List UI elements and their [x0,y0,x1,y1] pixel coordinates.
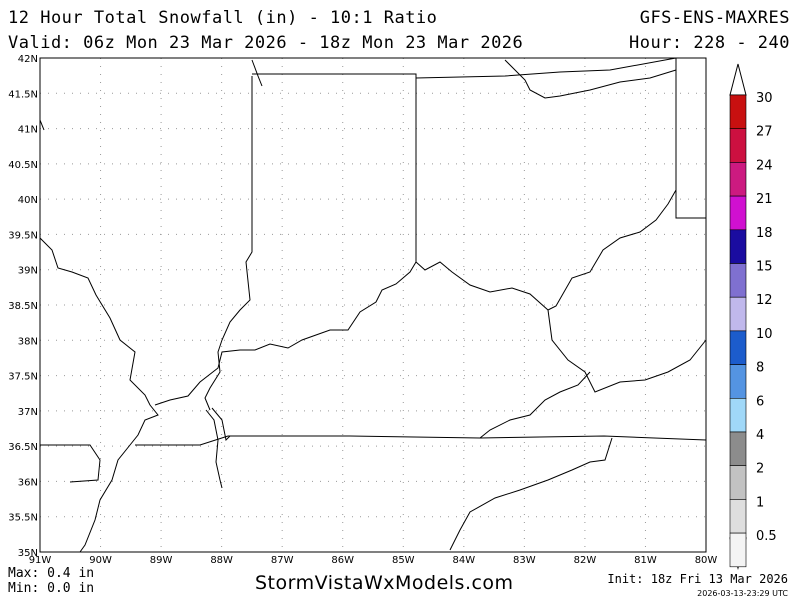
michigan-border [415,57,677,79]
colorbar-label: 0.5 [756,529,777,544]
lat-label: 40.5N [8,160,38,171]
colorbar-label: 18 [756,226,773,241]
colorbar-label: 12 [756,293,773,308]
map-title: 12 Hour Total Snowfall (in) - 10:1 Ratio [8,8,438,28]
lat-label: 41.5N [8,89,38,100]
colorbar-label: 30 [756,91,773,106]
lon-label: 82W [574,555,597,566]
lon-label: 90W [89,555,112,566]
latitude-labels: 42N 41.5N 41N 40.5N 40N 39.5N 39N 38.5N 38N 37.5N… [8,54,38,559]
wisconsin-illinois-border [39,119,45,131]
colorbar-label: 15 [756,260,773,275]
colorbar-swatch [729,162,747,197]
lat-label: 40N [18,195,38,206]
colorbar-label: 10 [756,327,773,342]
max-value: Max: 0.4 in [8,566,95,581]
lon-label: 84W [453,555,476,566]
colorbar-swatch [729,296,747,332]
lon-label: 83W [513,555,536,566]
colorbar-label: 27 [756,125,773,140]
lon-label: 85W [392,555,415,566]
indiana-ohio-border [252,73,417,262]
colorbar-label: 2 [756,462,764,477]
ohio-river-lower [154,261,417,406]
ohio-river [415,189,677,311]
lon-label: 86W [331,555,354,566]
lat-label: 42N [18,54,38,65]
colorbar-swatch [729,431,747,467]
colorbar-label: 4 [756,428,764,443]
colorbar-top-arrow [729,63,747,96]
init-time: Init: 18z Fri 13 Mar 2026 [607,572,788,586]
colorbar-swatch [729,94,747,130]
model-name: GFS-ENS-MAXRES [639,8,790,28]
forecast-hour: Hour: 228 - 240 [628,33,790,53]
colorbar-label: 1 [756,495,764,510]
lat-label: 37.5N [8,372,38,383]
generated-timestamp: 2026-03-13-23:29 UTC [697,589,788,598]
mississippi-river [39,237,159,553]
brand-link[interactable]: StormVistaWxModels.com [255,572,514,594]
colorbar-swatch [729,532,747,568]
colorbar-label: 21 [756,192,773,207]
colorbar-swatch [729,465,747,500]
colorbar-swatch [729,330,747,365]
illinois-indiana-border [204,76,253,411]
colorbar-label: 8 [756,361,764,376]
lat-label: 39.5N [8,230,38,241]
lat-label: 39N [18,266,38,277]
map-frame [39,57,707,553]
colorbar-label: 6 [756,394,764,409]
west-virginia-virginia-border [479,371,591,439]
lon-label: 88W [210,555,233,566]
lat-label: 38N [18,336,38,347]
ohio-pennsylvania-border [675,58,706,219]
kentucky-tennessee-main [135,435,707,446]
lat-label: 38.5N [8,301,38,312]
tennessee-valley [449,437,613,551]
longitude-labels: 91W 90W 89W 88W 87W 86W 85W 84W 83W 82W 81W 80W [29,555,718,566]
colorbar-swatch [729,195,747,231]
lat-label: 37N [18,407,38,418]
lon-label: 91W [29,555,52,566]
kentucky-tennessee-border [40,444,101,483]
lat-label: 35N [18,548,38,559]
min-value: Min: 0.0 in [8,581,95,596]
colorbar-swatch [729,128,747,163]
kentucky-lake-east [211,407,231,442]
lat-label: 36N [18,477,38,488]
lon-label: 87W [271,555,294,566]
state-borders [39,57,707,553]
lat-label: 36.5N [8,442,38,453]
colorbar-label: 24 [756,158,773,173]
colorbar-swatch [729,499,747,534]
lon-label: 89W [150,555,173,566]
lon-label: 80W [695,555,718,566]
lat-label: 41N [18,125,38,136]
kentucky-lake [205,409,223,489]
valid-time: Valid: 06z Mon 23 Mar 2026 - 18z Mon 23 … [8,33,524,53]
lake-michigan-shore [251,59,263,87]
lon-label: 81W [634,555,657,566]
colorbar-swatch [729,397,747,433]
colorbar-swatches [729,94,747,568]
lat-label: 35.5N [8,513,38,524]
colorbar-swatch [729,229,747,264]
lake-erie-shore [504,59,677,99]
kentucky-west-virginia-border [547,309,707,393]
colorbar-swatch [729,263,747,298]
colorbar-swatch [729,364,747,399]
